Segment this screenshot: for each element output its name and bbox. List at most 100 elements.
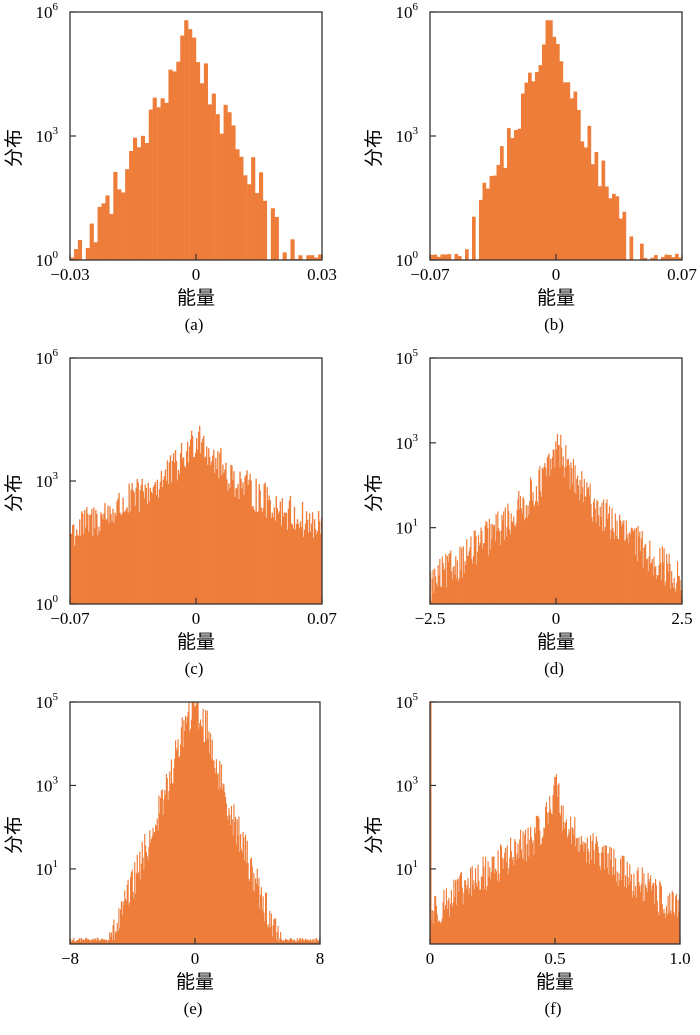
bar [73, 937, 75, 944]
bar [614, 513, 616, 604]
bar [248, 479, 250, 604]
bar [85, 527, 87, 604]
bar [294, 529, 297, 604]
bar [214, 768, 216, 944]
bar [651, 559, 653, 604]
bar [496, 164, 501, 260]
bar [545, 802, 548, 944]
bar [201, 727, 203, 944]
bar [265, 892, 268, 944]
bar [542, 469, 544, 604]
bar [555, 441, 557, 604]
bar [504, 507, 506, 604]
bar [87, 513, 89, 604]
bar [215, 759, 218, 944]
bar [531, 500, 533, 604]
bar [604, 527, 606, 604]
bar [519, 509, 521, 604]
bar [431, 578, 433, 604]
bar [517, 128, 522, 260]
bar [445, 905, 447, 944]
bar [105, 519, 107, 604]
bar [479, 890, 481, 944]
bar [507, 503, 509, 604]
bar [270, 926, 272, 944]
bar [246, 840, 248, 944]
bar [503, 511, 505, 604]
bar [607, 853, 609, 944]
bar [220, 448, 222, 604]
bar [312, 537, 315, 604]
bar [512, 856, 514, 944]
bar [78, 535, 80, 604]
bar [143, 498, 145, 604]
bar [99, 940, 101, 944]
bar [549, 795, 551, 944]
x-tick-label: 0 [192, 609, 201, 628]
bar [577, 851, 579, 944]
bar [188, 446, 191, 604]
bar [205, 739, 208, 944]
bar [96, 937, 98, 944]
bar [151, 836, 153, 944]
bar [170, 759, 173, 944]
bar [555, 777, 557, 944]
bar [515, 841, 517, 944]
bar [232, 835, 234, 944]
bar [255, 192, 260, 260]
bar [607, 518, 609, 604]
bar [240, 849, 243, 944]
bar [164, 790, 166, 944]
bar [584, 842, 586, 944]
bar [546, 457, 548, 604]
bar [678, 911, 680, 944]
bar [476, 886, 478, 944]
bar [167, 800, 169, 944]
bar [298, 528, 301, 604]
bar [522, 496, 524, 604]
bar [587, 848, 589, 944]
bar [654, 904, 656, 944]
bar [608, 513, 610, 604]
bar [275, 918, 277, 944]
bar [106, 942, 108, 944]
bar [432, 923, 434, 944]
y-tick-label: 105 [36, 691, 59, 712]
bar [232, 480, 234, 604]
bar [576, 478, 578, 604]
bar [134, 505, 136, 604]
bar [649, 540, 651, 604]
bar [277, 925, 279, 944]
bar [94, 938, 96, 944]
bar [435, 583, 438, 604]
bar [258, 878, 260, 944]
bar [179, 756, 181, 944]
bar [112, 925, 114, 944]
bar [604, 869, 606, 944]
bar [93, 940, 95, 944]
bar [235, 149, 240, 260]
bar [145, 487, 147, 604]
bar [125, 169, 130, 260]
bar [76, 529, 78, 604]
bar [629, 236, 634, 260]
bar [494, 873, 496, 944]
bar [263, 484, 265, 604]
bar [630, 527, 632, 604]
bar [253, 872, 255, 944]
bar [472, 556, 475, 604]
bar [73, 524, 75, 604]
bar [310, 255, 315, 260]
bar [504, 852, 506, 944]
bar [217, 451, 219, 604]
bar [200, 453, 202, 604]
bar [648, 556, 650, 604]
bar [472, 216, 476, 260]
bar [490, 872, 493, 944]
bar [598, 852, 600, 944]
bar [444, 254, 448, 260]
bar [191, 435, 194, 604]
bar [490, 524, 492, 604]
bar [74, 941, 76, 944]
